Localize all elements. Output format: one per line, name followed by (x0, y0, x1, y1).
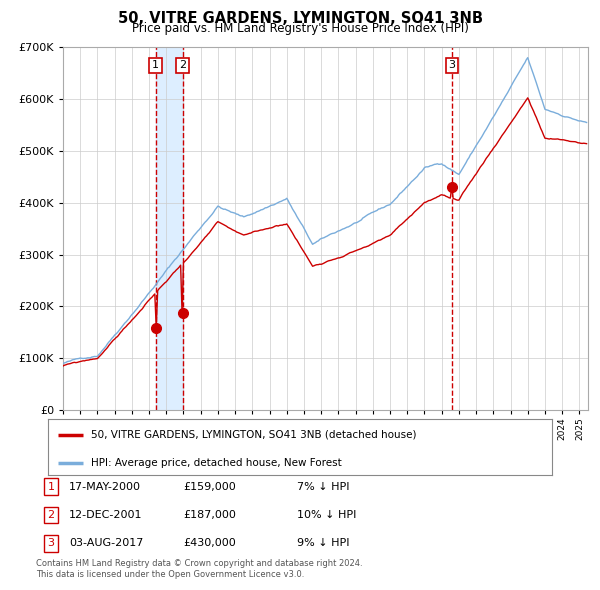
Text: 10% ↓ HPI: 10% ↓ HPI (297, 510, 356, 520)
Text: 1: 1 (47, 482, 55, 491)
Text: 2: 2 (47, 510, 55, 520)
Bar (155, 47, 182, 410)
Text: 2: 2 (179, 60, 186, 70)
Text: £187,000: £187,000 (183, 510, 236, 520)
Text: This data is licensed under the Open Government Licence v3.0.: This data is licensed under the Open Gov… (36, 571, 304, 579)
Text: 50, VITRE GARDENS, LYMINGTON, SO41 3NB: 50, VITRE GARDENS, LYMINGTON, SO41 3NB (118, 11, 482, 25)
Text: Price paid vs. HM Land Registry's House Price Index (HPI): Price paid vs. HM Land Registry's House … (131, 22, 469, 35)
Text: 12-DEC-2001: 12-DEC-2001 (69, 510, 143, 520)
Text: 3: 3 (448, 60, 455, 70)
Text: 3: 3 (47, 539, 55, 548)
Text: 50, VITRE GARDENS, LYMINGTON, SO41 3NB (detached house): 50, VITRE GARDENS, LYMINGTON, SO41 3NB (… (91, 430, 416, 440)
Text: 9% ↓ HPI: 9% ↓ HPI (297, 539, 349, 548)
Text: 03-AUG-2017: 03-AUG-2017 (69, 539, 143, 548)
Text: £430,000: £430,000 (183, 539, 236, 548)
Text: HPI: Average price, detached house, New Forest: HPI: Average price, detached house, New … (91, 458, 341, 468)
Text: £159,000: £159,000 (183, 482, 236, 491)
Text: 1: 1 (152, 60, 159, 70)
Text: 17-MAY-2000: 17-MAY-2000 (69, 482, 141, 491)
Text: 7% ↓ HPI: 7% ↓ HPI (297, 482, 349, 491)
Text: Contains HM Land Registry data © Crown copyright and database right 2024.: Contains HM Land Registry data © Crown c… (36, 559, 362, 568)
